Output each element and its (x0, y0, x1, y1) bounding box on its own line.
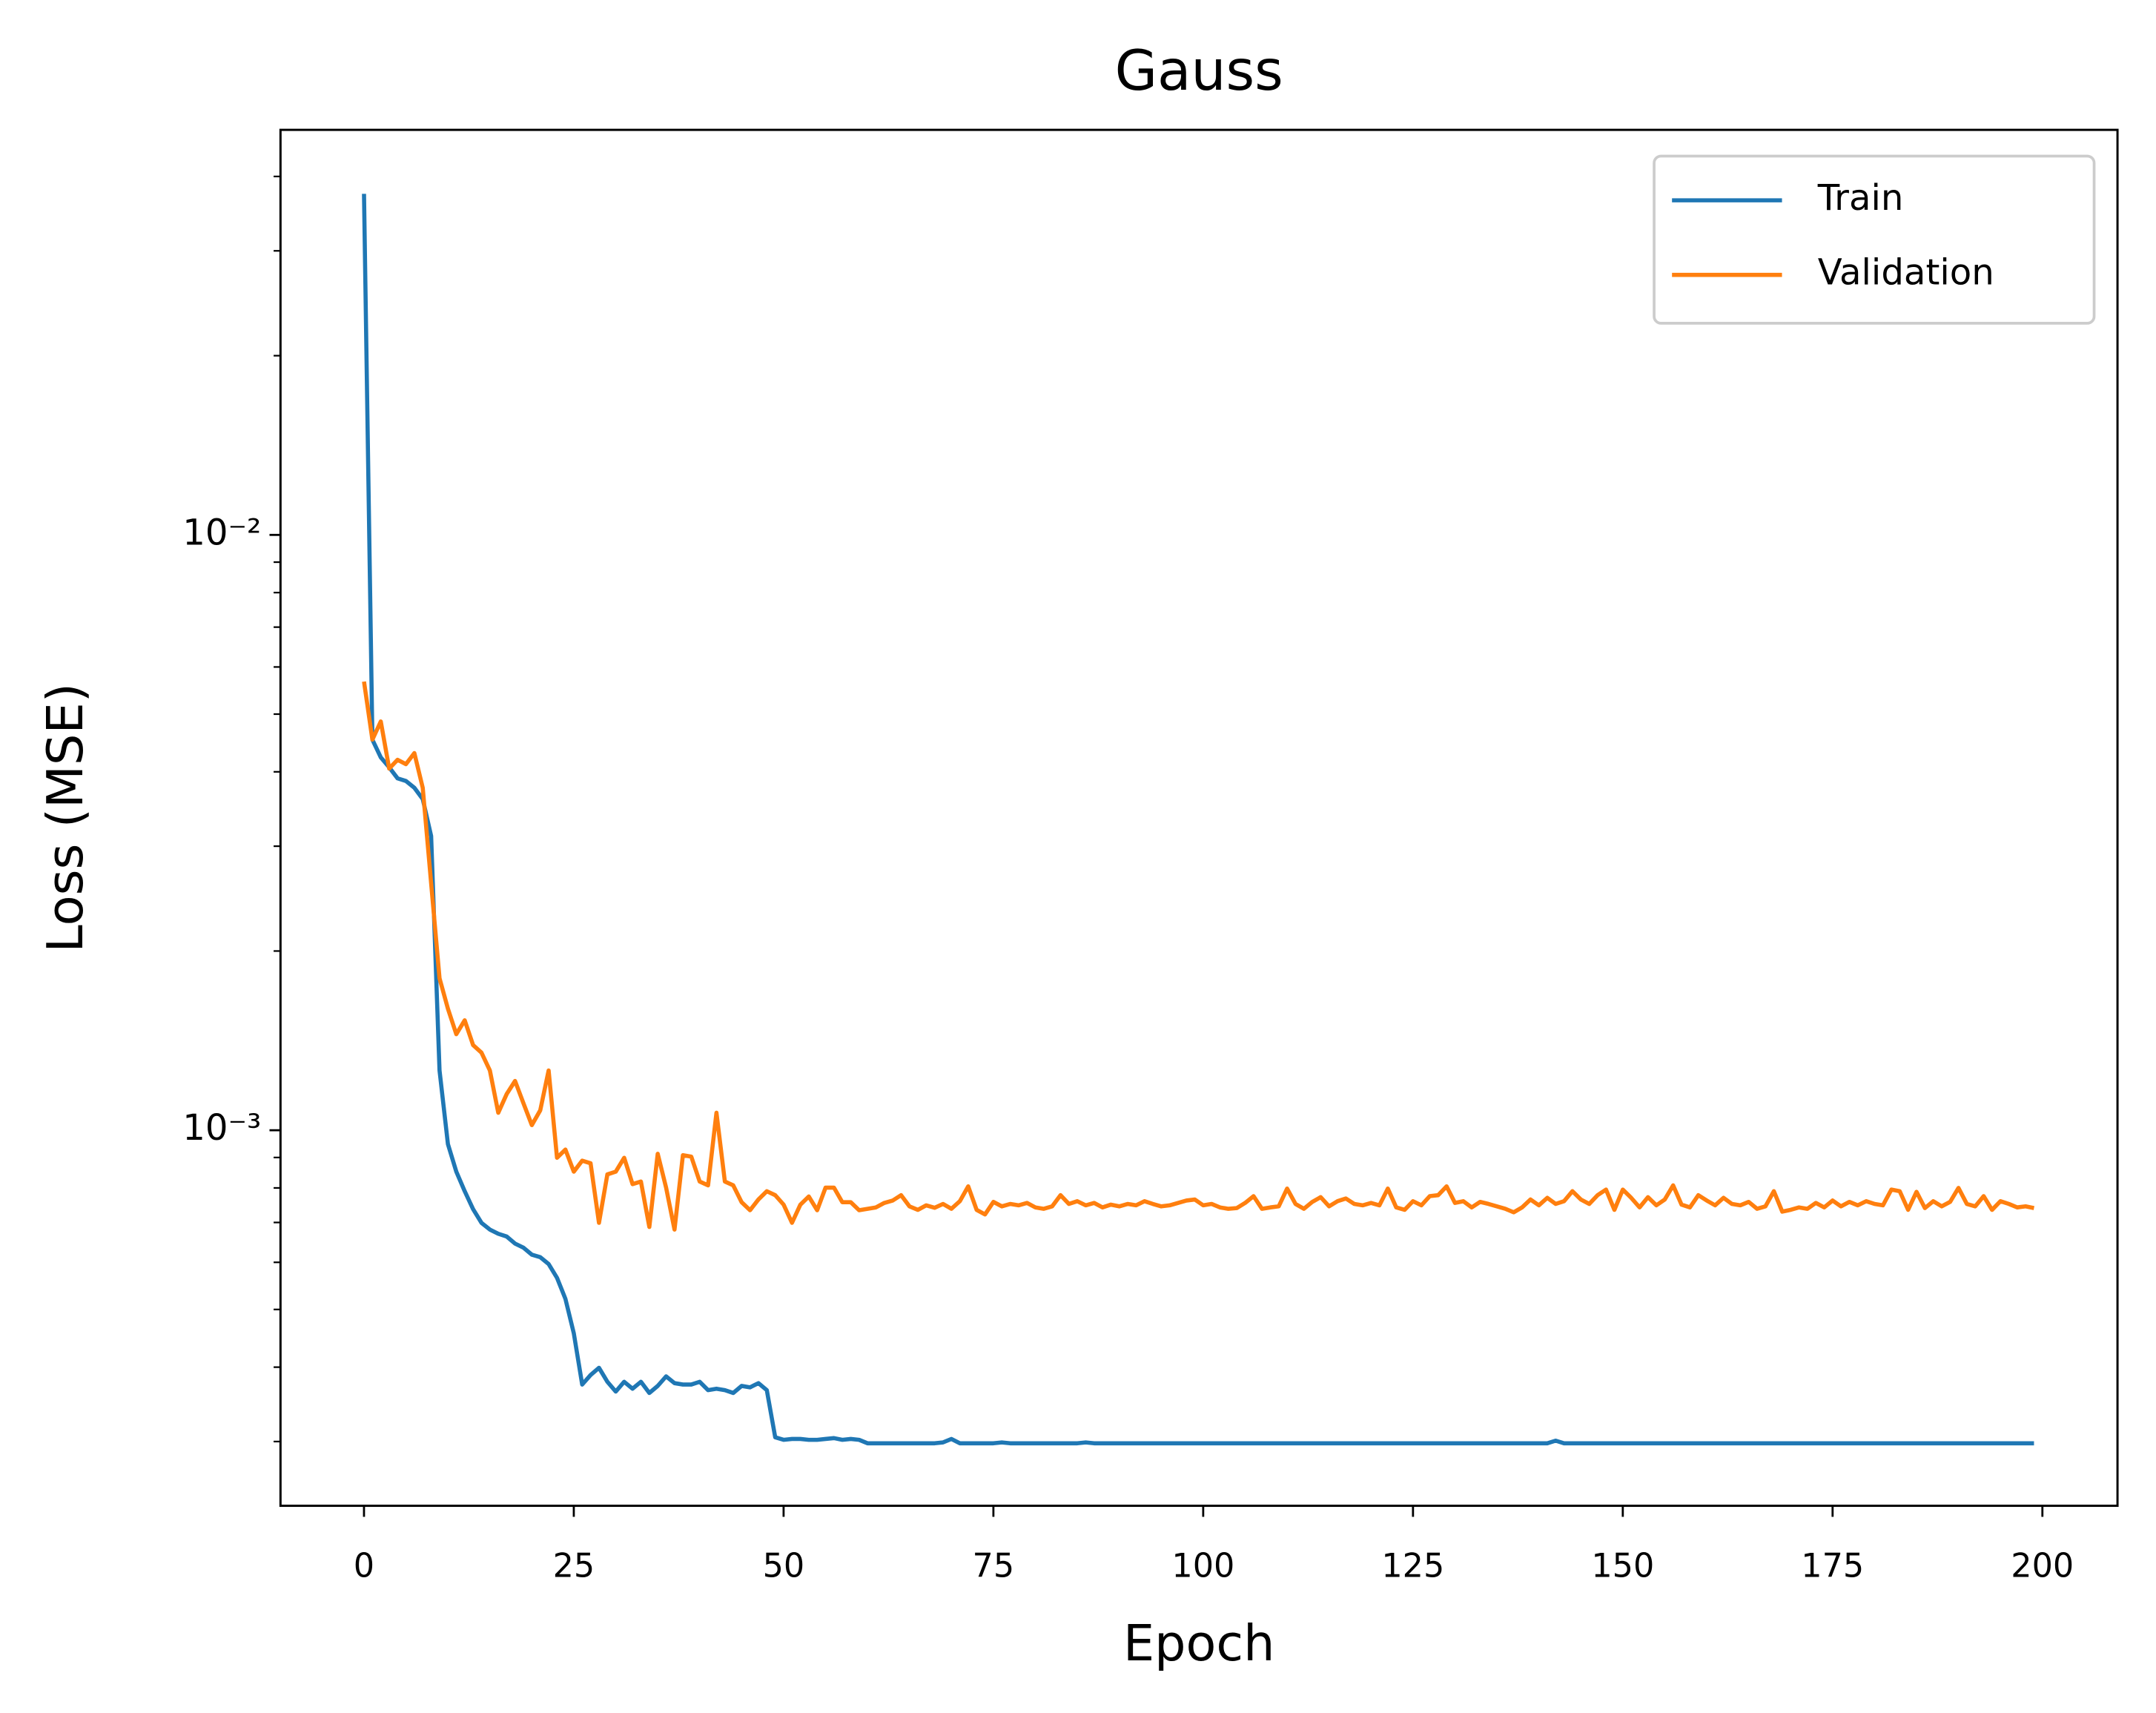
x-tick-label: 75 (973, 1546, 1015, 1585)
chart-title: Gauss (1115, 39, 1283, 103)
x-tick-label: 0 (354, 1546, 374, 1585)
x-axis-label: Epoch (1123, 1614, 1274, 1672)
line-series (362, 681, 2035, 1232)
x-tick-label: 50 (763, 1546, 805, 1585)
x-tick-label: 125 (1381, 1546, 1444, 1585)
legend-label: Train (1817, 177, 1904, 219)
y-tick-label: 10⁻² (182, 512, 261, 553)
plot-frame (279, 128, 2119, 1508)
y-tick-label: 10⁻³ (182, 1107, 261, 1149)
legend-box (1653, 154, 2096, 325)
x-tick-label: 200 (2011, 1546, 2074, 1585)
x-tick-label: 100 (1171, 1546, 1234, 1585)
x-tick-label: 150 (1591, 1546, 1654, 1585)
legend-label: Validation (1818, 252, 1994, 294)
x-tick-label: 25 (553, 1546, 595, 1585)
x-tick-label: 175 (1801, 1546, 1864, 1585)
line-series (362, 194, 2034, 1446)
y-axis-label: Loss (MSE) (36, 683, 94, 953)
